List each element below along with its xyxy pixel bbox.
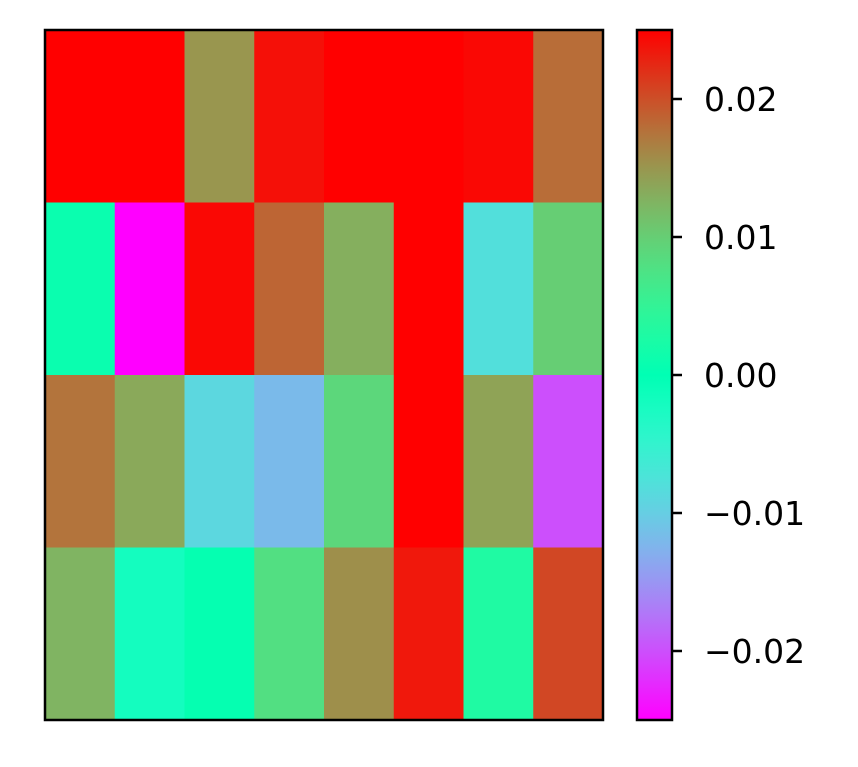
colorbar-tick-label: −0.02 bbox=[704, 632, 805, 671]
heatmap-cell-r3-c3 bbox=[254, 547, 325, 721]
heatmap-cell-r0-c1 bbox=[114, 30, 186, 204]
heatmap-cell-r2-c2 bbox=[184, 375, 255, 549]
heatmap-cell-r1-c1 bbox=[114, 202, 186, 376]
heatmap-cell-r2-c7 bbox=[533, 375, 604, 549]
heatmap-cell-r3-c4 bbox=[324, 547, 395, 721]
heatmap-cell-r3-c1 bbox=[114, 547, 186, 721]
heatmap-cell-r0-c3 bbox=[254, 30, 325, 204]
heatmap-cell-r0-c7 bbox=[533, 30, 604, 204]
heatmap-cell-r1-c3 bbox=[254, 202, 325, 376]
colorbar-tick-label: 0.01 bbox=[704, 218, 777, 257]
heatmap-cell-r2-c6 bbox=[463, 375, 534, 549]
heatmap-cell-r0-c4 bbox=[324, 30, 395, 204]
heatmap-frame bbox=[43, 28, 605, 722]
heatmap-cell-r0-c0 bbox=[45, 30, 116, 204]
colorbar: 0.02 0.01 0.00 −0.01 −0.02 bbox=[635, 28, 805, 722]
heatmap-cell-r1-c2 bbox=[184, 202, 255, 376]
heatmap-cell-r3-c6 bbox=[463, 547, 534, 721]
heatmap-cell-r1-c5 bbox=[393, 202, 465, 376]
heatmap-cells bbox=[45, 30, 604, 721]
heatmap-cell-r3-c5 bbox=[393, 547, 465, 721]
colorbar-gradient bbox=[637, 30, 672, 720]
colorbar-ticks: 0.02 0.01 0.00 −0.01 −0.02 bbox=[672, 80, 805, 671]
heatmap-cell-r1-c0 bbox=[45, 202, 116, 376]
colorbar-tick-label: 0.02 bbox=[704, 80, 777, 119]
heatmap-cell-r3-c7 bbox=[533, 547, 604, 721]
heatmap-cell-r3-c0 bbox=[45, 547, 116, 721]
heatmap-cell-r3-c2 bbox=[184, 547, 255, 721]
heatmap-cell-r1-c6 bbox=[463, 202, 534, 376]
heatmap-cell-r2-c1 bbox=[114, 375, 186, 549]
heatmap-cell-r0-c6 bbox=[463, 30, 534, 204]
heatmap-cell-r2-c0 bbox=[45, 375, 116, 549]
colorbar-tick-label: −0.01 bbox=[704, 494, 805, 533]
heatmap-cell-r0-c5 bbox=[393, 30, 465, 204]
colorbar-tick-label: 0.00 bbox=[704, 356, 777, 395]
heatmap-cell-r1-c7 bbox=[533, 202, 604, 376]
heatmap-cell-r1-c4 bbox=[324, 202, 395, 376]
heatmap-cell-r2-c4 bbox=[324, 375, 395, 549]
heatmap-cell-r2-c3 bbox=[254, 375, 325, 549]
heatmap-cell-r0-c2 bbox=[184, 30, 255, 204]
heatmap-cell-r2-c5 bbox=[393, 375, 465, 549]
